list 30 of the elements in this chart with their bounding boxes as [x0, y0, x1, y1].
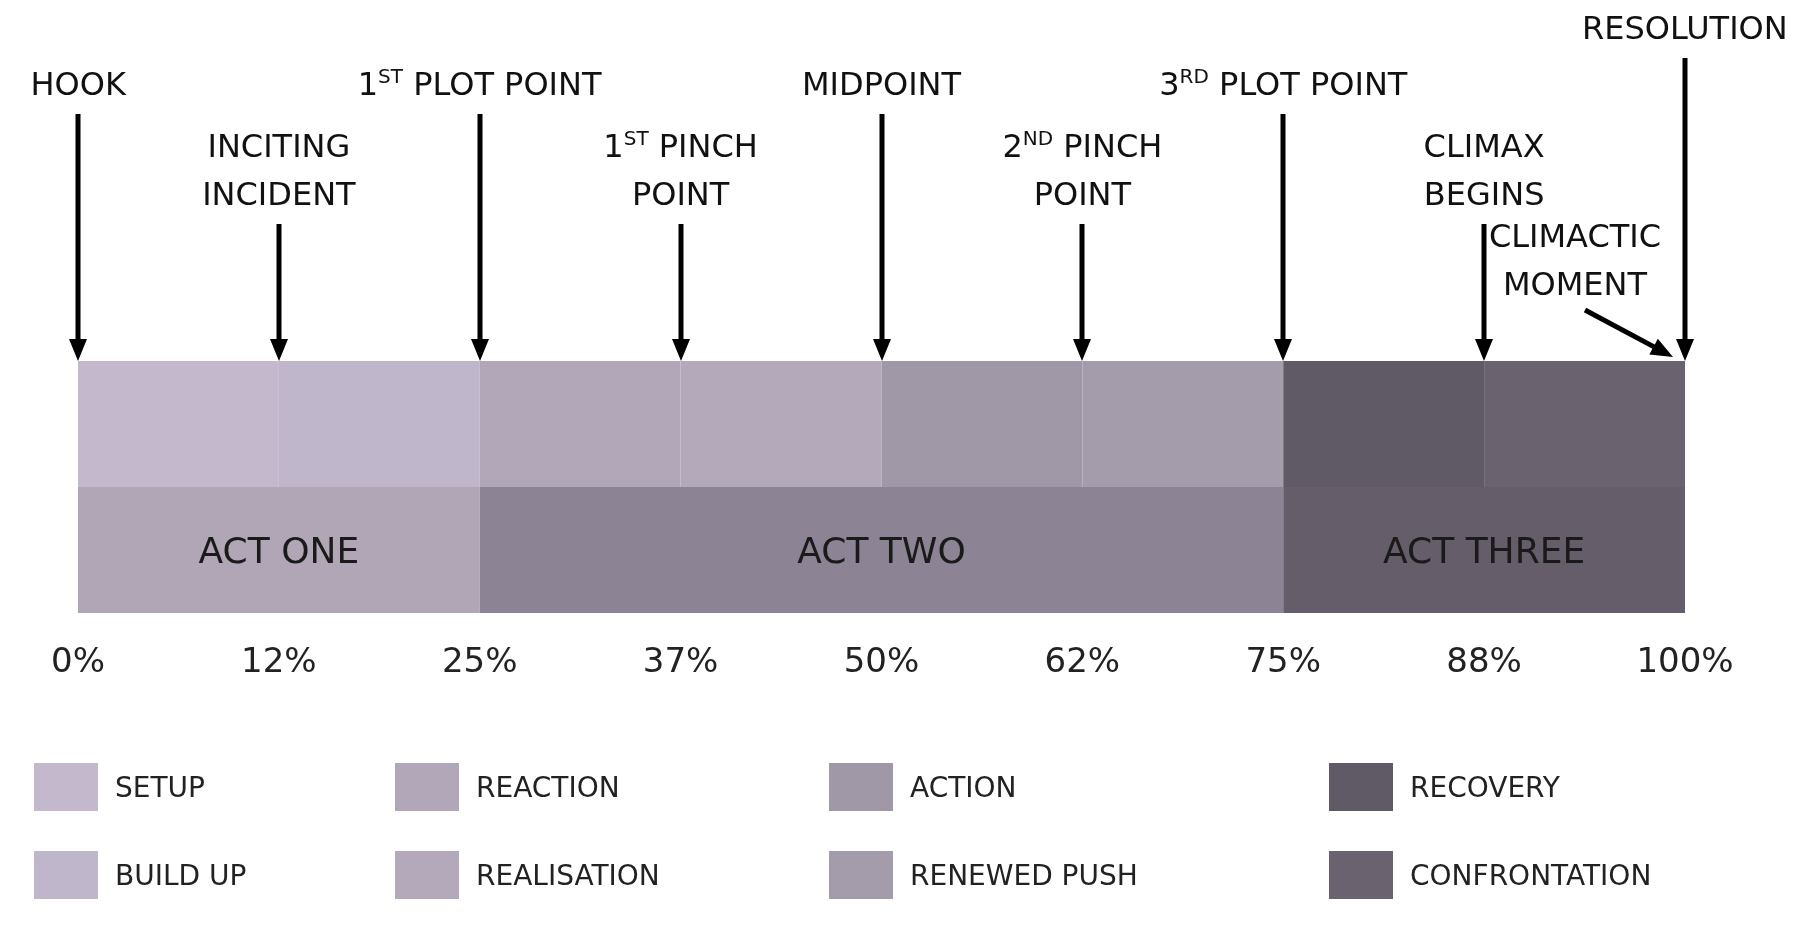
legend-label: CONFRONTATION	[1410, 858, 1652, 892]
x-tick-label: 12%	[241, 640, 317, 680]
series-label: ACT THREE	[1383, 529, 1586, 571]
text: 1$^{ST}$ PLOT POINT	[357, 63, 602, 105]
text: HOOK	[30, 64, 126, 105]
series-label: ACT ONE	[198, 529, 360, 571]
x-tick-label: 88%	[1446, 640, 1522, 680]
x-tick-label: 62%	[1044, 640, 1121, 680]
legend-label: RENEWED PUSH	[910, 858, 1138, 892]
legend-label: RECOVERY	[1410, 770, 1561, 804]
x-tick-label: 75%	[1245, 640, 1322, 680]
text: 3$^{RD}$ PLOT POINT	[1159, 63, 1408, 105]
text: INCITING INCIDENT	[201, 126, 357, 215]
text: 1$^{ST}$ PINCH POINT	[602, 125, 759, 215]
x-tick-label: 0%	[51, 640, 105, 680]
text: 2$^{ND}$ PINCH POINT	[1001, 125, 1164, 215]
legend-label: ACTION	[910, 770, 1017, 804]
text: CLIMAX BEGINS	[1422, 126, 1546, 215]
x-tick-label: 25%	[441, 640, 518, 680]
series-label: ACT TWO	[797, 529, 966, 571]
x-tick-label: 50%	[843, 640, 920, 680]
text: RESOLUTION	[1582, 8, 1788, 49]
text: MIDPOINT	[802, 64, 962, 105]
legend-label: SETUP	[115, 770, 205, 804]
text: CLIMACTIC MOMENT	[1487, 216, 1663, 305]
x-tick-label: 37%	[642, 640, 719, 680]
legend-label: BUILD UP	[115, 858, 247, 892]
x-tick-label: 100%	[1636, 640, 1734, 680]
legend-label: REACTION	[476, 770, 620, 804]
legend-label: REALISATION	[476, 858, 660, 892]
